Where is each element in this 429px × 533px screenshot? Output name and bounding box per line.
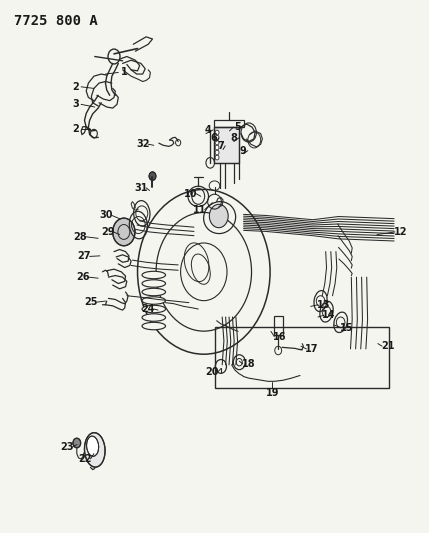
Text: 21: 21 bbox=[381, 341, 394, 351]
Text: 18: 18 bbox=[242, 359, 255, 369]
Ellipse shape bbox=[142, 305, 166, 313]
Text: 16: 16 bbox=[273, 332, 286, 342]
Text: 3: 3 bbox=[72, 99, 79, 109]
Ellipse shape bbox=[85, 433, 105, 467]
Text: 13: 13 bbox=[317, 300, 330, 310]
Circle shape bbox=[73, 438, 81, 448]
Text: 24: 24 bbox=[142, 304, 155, 314]
Text: 20: 20 bbox=[205, 367, 219, 377]
Text: 12: 12 bbox=[394, 227, 407, 237]
Text: 7: 7 bbox=[217, 141, 224, 151]
Circle shape bbox=[215, 145, 219, 150]
Circle shape bbox=[149, 172, 156, 180]
Circle shape bbox=[215, 150, 219, 155]
Text: 2: 2 bbox=[72, 82, 79, 92]
Text: 19: 19 bbox=[266, 388, 279, 398]
Circle shape bbox=[215, 155, 219, 160]
Bar bbox=[215, 327, 389, 387]
Text: 9: 9 bbox=[240, 146, 247, 156]
Text: 7725 800 A: 7725 800 A bbox=[14, 14, 97, 28]
Text: 31: 31 bbox=[134, 183, 148, 193]
Text: 30: 30 bbox=[100, 211, 113, 221]
Bar bbox=[214, 120, 245, 127]
Circle shape bbox=[215, 130, 219, 135]
Bar bbox=[274, 316, 283, 335]
Ellipse shape bbox=[87, 436, 99, 456]
Text: 29: 29 bbox=[102, 227, 115, 237]
Ellipse shape bbox=[142, 322, 166, 330]
Text: 1: 1 bbox=[121, 68, 128, 77]
Text: 10: 10 bbox=[184, 189, 198, 199]
Text: 27: 27 bbox=[77, 252, 91, 261]
Text: 23: 23 bbox=[60, 442, 74, 452]
Text: 28: 28 bbox=[73, 232, 87, 242]
Ellipse shape bbox=[142, 314, 166, 321]
Ellipse shape bbox=[142, 271, 166, 279]
Text: 2: 2 bbox=[72, 124, 79, 134]
Text: 15: 15 bbox=[339, 322, 353, 333]
Circle shape bbox=[209, 204, 228, 228]
Bar bbox=[214, 127, 239, 163]
Text: 32: 32 bbox=[136, 139, 150, 149]
Circle shape bbox=[215, 140, 219, 145]
Text: 25: 25 bbox=[85, 297, 98, 307]
Ellipse shape bbox=[142, 280, 166, 287]
Text: 4: 4 bbox=[205, 125, 211, 135]
Ellipse shape bbox=[142, 297, 166, 304]
Ellipse shape bbox=[142, 288, 166, 296]
Circle shape bbox=[113, 218, 135, 246]
Text: 11: 11 bbox=[193, 205, 206, 215]
Circle shape bbox=[215, 135, 219, 140]
Bar bbox=[214, 127, 239, 163]
Text: 5: 5 bbox=[235, 122, 242, 132]
Text: 22: 22 bbox=[79, 454, 92, 464]
Text: 6: 6 bbox=[211, 133, 218, 143]
Text: 14: 14 bbox=[322, 310, 336, 320]
Text: 17: 17 bbox=[305, 344, 319, 354]
Text: 26: 26 bbox=[76, 272, 90, 282]
Text: 8: 8 bbox=[231, 133, 238, 143]
